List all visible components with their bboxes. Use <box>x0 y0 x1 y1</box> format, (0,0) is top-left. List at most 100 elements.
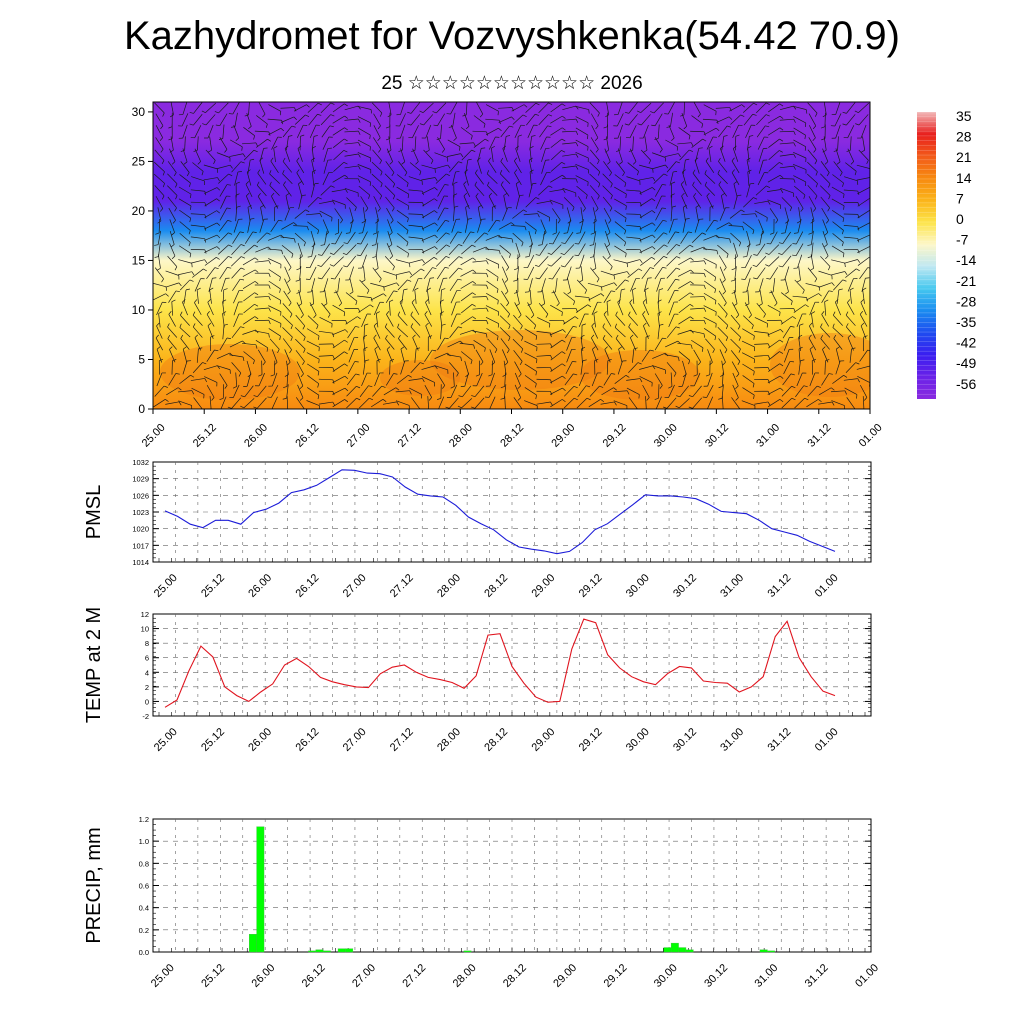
wind-barb-flag <box>600 399 605 403</box>
wind-barb <box>319 210 333 218</box>
wind-barb <box>657 325 660 340</box>
wind-barb <box>375 242 379 257</box>
wind-barb-flag <box>676 244 681 247</box>
wind-barb <box>859 314 868 327</box>
wind-barb <box>283 184 292 197</box>
wind-barb-flag <box>613 282 617 286</box>
wind-barb <box>311 160 315 174</box>
wind-barb <box>257 196 266 209</box>
wind-barb <box>807 385 818 397</box>
wind-barb <box>282 327 293 338</box>
wind-barb <box>632 289 635 304</box>
wind-barb-flag <box>779 363 784 367</box>
wind-barb-flag <box>775 219 779 224</box>
wind-barb <box>359 385 369 398</box>
wind-barb-flag <box>354 207 357 212</box>
wind-barb <box>307 102 319 113</box>
wind-barb-flag <box>703 273 706 278</box>
wind-barb-flag <box>197 161 201 165</box>
wind-barb <box>617 148 623 162</box>
wind-barb-flag <box>657 299 662 302</box>
wind-barb-flag <box>779 138 784 142</box>
wind-barb-flag <box>685 158 690 161</box>
wind-barb <box>601 387 614 396</box>
wind-barb-flag <box>506 349 510 354</box>
wind-barb-flag <box>344 399 349 403</box>
wind-barb <box>628 102 638 114</box>
wind-barb-flag <box>690 344 693 349</box>
wind-barb-flag <box>745 303 750 306</box>
wind-barb <box>271 349 278 363</box>
wind-barb <box>717 315 729 326</box>
wind-barb <box>190 224 205 228</box>
wind-barb <box>318 330 333 334</box>
wind-barb <box>846 102 856 114</box>
x-tick-label: 27.12 <box>400 962 428 990</box>
wind-barb <box>397 221 409 231</box>
chart-subtitle: 25 ☆☆☆☆☆☆☆☆☆☆☆ 2026 <box>381 73 643 94</box>
wind-barb-flag <box>624 242 627 247</box>
wind-barb-flag <box>245 181 249 185</box>
wind-barb <box>654 267 663 280</box>
wind-barb-flag <box>779 162 783 165</box>
wind-barb <box>331 199 346 206</box>
wind-barb <box>411 397 420 409</box>
wind-barb <box>614 327 626 338</box>
wind-barb <box>755 185 767 196</box>
wind-barb-flag <box>676 256 681 259</box>
wind-barb <box>833 279 843 291</box>
wind-barb-flag <box>632 161 637 165</box>
wind-barb <box>421 187 435 194</box>
wind-barb-flag <box>693 374 698 377</box>
wind-barb <box>360 243 369 256</box>
wind-barb <box>575 164 589 170</box>
wind-barb <box>540 136 547 150</box>
wind-barb-flag <box>406 182 409 187</box>
wind-barb-flag <box>460 153 464 158</box>
wind-barb <box>243 398 255 409</box>
wind-barb-flag <box>508 337 511 341</box>
wind-barb-flag <box>753 394 755 400</box>
y-axis-title: PRECIP, mm <box>83 827 105 943</box>
wind-barb-flag <box>254 292 259 296</box>
wind-barb-flag <box>463 181 467 185</box>
wind-barb-flag <box>334 232 339 235</box>
wind-barb <box>475 102 484 115</box>
wind-barb <box>232 278 241 292</box>
wind-barb-flag <box>283 181 286 186</box>
wind-barb-flag <box>547 125 552 128</box>
wind-barb <box>820 338 830 350</box>
precip-bar <box>670 942 679 953</box>
wind-barb-flag <box>573 373 578 376</box>
wind-barb-flag <box>471 149 476 153</box>
wind-barb-flag <box>389 255 393 260</box>
wind-barb-flag <box>296 291 301 294</box>
wind-barb-flag <box>602 323 605 328</box>
colorbar-label: 35 <box>956 108 972 124</box>
wind-barb-flag <box>851 347 856 350</box>
wind-barb <box>614 375 627 384</box>
wind-barb <box>362 207 366 222</box>
wind-barb-flag <box>477 157 481 161</box>
wind-barb-flag <box>216 222 221 226</box>
wind-barb-flag <box>814 195 818 200</box>
wind-barb-flag <box>475 169 478 174</box>
wind-barb <box>720 148 726 162</box>
wind-barb-flag <box>450 386 455 389</box>
wind-barb-flag <box>698 147 703 149</box>
wind-barb-flag <box>552 232 557 235</box>
wind-barb <box>575 116 589 124</box>
wind-barb <box>422 198 435 207</box>
wind-barb <box>485 248 500 251</box>
wind-barb-flag <box>671 181 676 184</box>
wind-barb <box>180 338 190 350</box>
wind-barb-flag <box>652 365 656 370</box>
wind-barb <box>821 290 830 304</box>
wind-barb-flag <box>615 311 618 316</box>
wind-barb <box>462 385 472 398</box>
wind-barb-flag <box>473 142 476 147</box>
wind-barb <box>383 282 397 288</box>
wind-barb-flag <box>670 193 675 196</box>
wind-barb <box>281 222 294 230</box>
